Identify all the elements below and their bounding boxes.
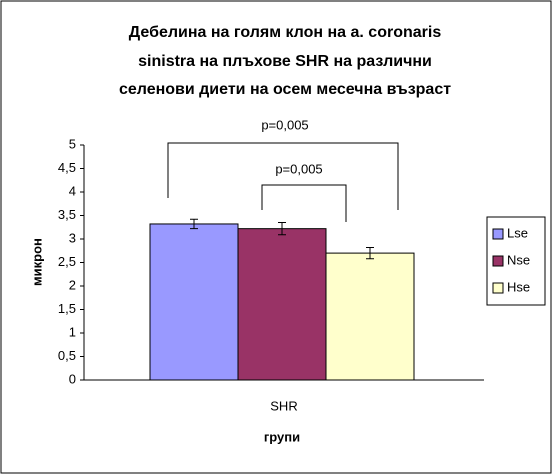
y-tick-label: 3 bbox=[69, 230, 76, 245]
chart-title: Дебелина на голям клон на a. coronaris bbox=[129, 24, 442, 41]
legend-swatch bbox=[492, 228, 504, 240]
bar bbox=[325, 252, 415, 381]
y-tick-label: 0,5 bbox=[58, 348, 76, 363]
y-tick-label: 0 bbox=[69, 371, 76, 386]
error-bar bbox=[366, 246, 374, 260]
bar bbox=[237, 228, 327, 381]
y-tick-label: 2 bbox=[69, 277, 76, 292]
error-bar bbox=[278, 222, 286, 236]
bar bbox=[149, 223, 239, 381]
legend-label: Lse bbox=[507, 225, 528, 240]
y-axis-label: микрон bbox=[29, 238, 44, 286]
y-tick-label: 2,5 bbox=[58, 254, 76, 269]
y-tick-label: 4 bbox=[69, 183, 76, 198]
y-tick-label: 3,5 bbox=[58, 207, 76, 222]
bracket bbox=[261, 184, 347, 222]
legend-swatch bbox=[492, 255, 504, 267]
y-tick-label: 1 bbox=[69, 324, 76, 339]
y-tick-label: 1,5 bbox=[58, 301, 76, 316]
x-tick-label: SHR bbox=[270, 398, 297, 413]
y-tick-label: 5 bbox=[69, 136, 76, 151]
chart-title: селенови диети на осем месечна възраст bbox=[119, 81, 451, 98]
error-bar bbox=[190, 218, 198, 230]
legend-swatch bbox=[492, 282, 504, 294]
annotation: p=0,005 bbox=[261, 117, 308, 132]
annotation: p=0,005 bbox=[275, 161, 322, 176]
bracket bbox=[167, 142, 399, 210]
y-tick-label: 4,5 bbox=[58, 160, 76, 175]
legend-label: Hse bbox=[507, 279, 530, 294]
chart-title: sinistra на плъхове SHR на различни bbox=[138, 53, 432, 70]
x-axis-label: групи bbox=[264, 429, 300, 444]
legend-label: Nse bbox=[507, 252, 530, 267]
